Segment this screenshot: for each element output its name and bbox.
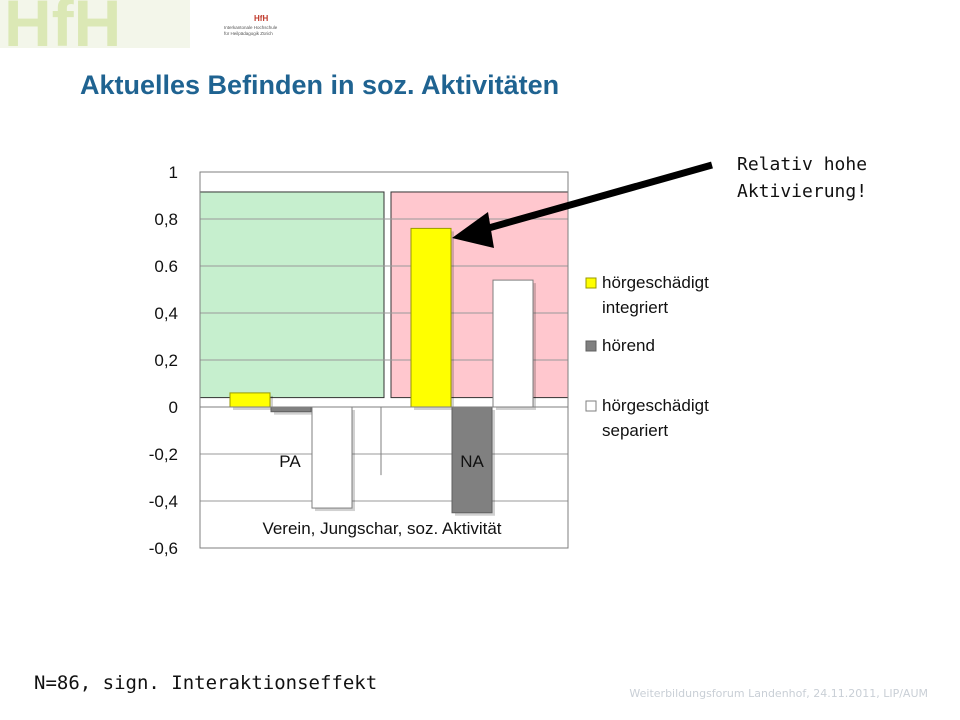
sample-note: N=86, sign. Interaktionseffekt: [34, 672, 378, 694]
x-axis-label: Verein, Jungschar, soz. Aktivität: [262, 519, 501, 538]
y-tick-label-3: 0: [169, 398, 178, 417]
logo-brand: HfH: [254, 14, 268, 23]
y-tick-label-0: -0,6: [149, 539, 178, 558]
legend-swatch-3: [585, 400, 597, 412]
annotation-line-1: Relativ hohe: [737, 154, 867, 175]
bar-shadow-1-0: [274, 410, 314, 415]
bar-chart: -0,6 -0,4 -0,2 0 0,2 0,4 0.6 0,8 1 PA NA Verein, Ju…: [149, 154, 867, 558]
y-tick-label-8: 1: [169, 163, 178, 182]
logo-line-1: Interkantonale Hochschule: [224, 25, 278, 30]
page-title: Aktuelles Befinden in soz. Aktivitäten: [80, 70, 560, 100]
bar-1-pa: [229, 392, 271, 408]
annotation-arrow-shaft: [477, 161, 713, 235]
annotation-line-2: Aktivierung!: [737, 181, 867, 202]
y-tick-label-7: 0,8: [154, 210, 178, 229]
y-tick-label-5: 0,4: [154, 304, 178, 323]
bar-3-pa: [311, 406, 353, 509]
legend-swatch-1: [585, 277, 597, 289]
y-tick-label-1: -0,4: [149, 492, 178, 511]
legend-label-3-line-1: hörgeschädigt: [602, 396, 709, 415]
bar-2-na: [451, 406, 493, 514]
plot-frame: [199, 171, 569, 549]
y-tick-label-4: 0,2: [154, 351, 178, 370]
bar-3-na: [492, 279, 534, 408]
pa-region-background: [199, 191, 385, 399]
y-tick-label-2: -0,2: [149, 445, 178, 464]
legend-swatch-2: [585, 340, 597, 352]
legend-label-1-line-2: integriert: [602, 298, 668, 317]
footer-text: Weiterbildungsforum Landenhof, 24.11.201…: [629, 687, 928, 700]
hfh-logo: HfH HfH Interkantonale Hochschule für He…: [0, 0, 300, 48]
legend-label-1-line-1: hörgeschädigt: [602, 273, 709, 292]
category-label-na: NA: [460, 452, 484, 471]
category-label-pa: PA: [279, 452, 301, 471]
bar-1-na: [410, 227, 452, 408]
legend-label-2-line-1: hörend: [602, 336, 655, 355]
logo-watermark: HfH: [4, 0, 121, 48]
y-tick-label-6: 0.6: [154, 257, 178, 276]
logo-line-2: für Heilpädagogik Zürich: [224, 31, 273, 36]
bar-2-pa: [270, 406, 312, 413]
legend-label-3-line-2: separiert: [602, 421, 668, 440]
annotation-arrow-head: [452, 212, 494, 248]
